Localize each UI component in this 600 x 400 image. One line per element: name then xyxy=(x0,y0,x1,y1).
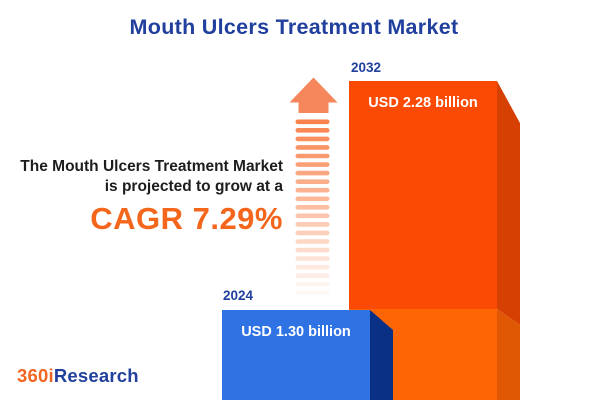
bar-2024-value-label: USD 1.30 billion xyxy=(241,324,351,340)
brand-logo: 360iResearch xyxy=(17,365,139,387)
growth-note: The Mouth Ulcers Treatment Market is pro… xyxy=(0,157,283,237)
growth-arrow-stripes-icon xyxy=(295,119,330,296)
bar-2024-front xyxy=(222,310,370,400)
bar-2032-front-upper xyxy=(349,81,497,309)
growth-note-line1: The Mouth Ulcers Treatment Market xyxy=(20,158,283,175)
page-title: Mouth Ulcers Treatment Market xyxy=(129,15,459,39)
brand-logo-part2: Research xyxy=(53,365,139,386)
growth-note-line2: is projected to grow at a xyxy=(104,177,283,195)
growth-arrow-head-icon xyxy=(289,77,338,113)
bar-2032-value-label: USD 2.28 billion xyxy=(368,95,478,111)
bar-2024-year-label: 2024 xyxy=(223,288,254,303)
bar-2024-side xyxy=(370,310,393,400)
cagr-value: CAGR 7.29% xyxy=(90,201,283,236)
bar-2032-year-label: 2032 xyxy=(351,60,382,75)
bar-2032-side-upper xyxy=(497,81,520,325)
bar-2032-side-lower xyxy=(497,309,520,400)
brand-logo-part1: 360i xyxy=(17,365,54,386)
